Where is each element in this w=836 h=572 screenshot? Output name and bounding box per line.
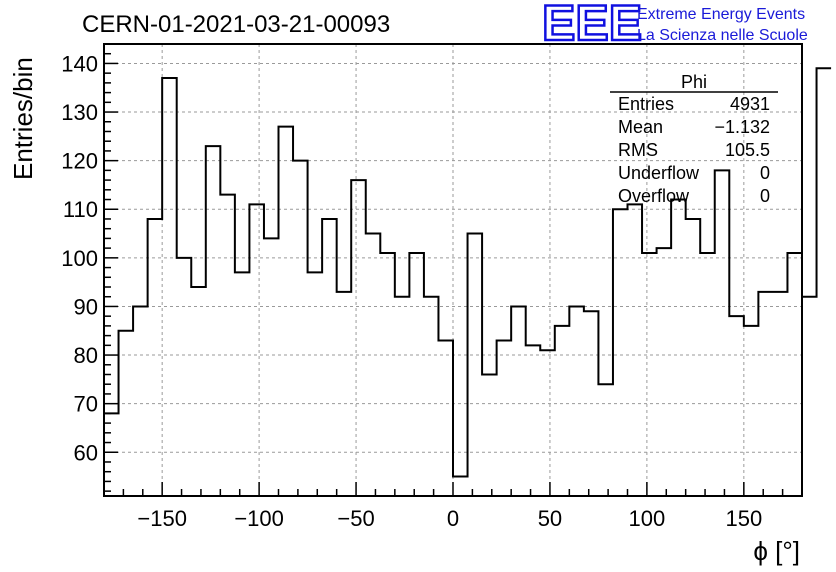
stats-value: 105.5 [725,140,770,160]
y-tick-label: 110 [63,197,98,222]
stats-value: −1.132 [714,117,770,137]
y-tick-label: 130 [61,100,98,125]
x-tick-label: 100 [629,506,666,531]
y-tick-label: 120 [61,149,98,174]
logo-mark: EEE [542,0,642,51]
stats-label: RMS [618,140,658,160]
stats-label: Overflow [618,186,690,206]
x-tick-label: 50 [538,506,562,531]
stats-label: Entries [618,94,674,114]
y-tick-label: 100 [61,246,98,271]
stats-rows: Entries 4931 Mean −1.132 RMS 105.5 Underflow 0 O… [618,94,770,206]
y-tick-label: 80 [74,343,98,368]
logo-line-2: La Scienza nelle Scuole [637,27,808,44]
y-tick-label: 140 [61,51,98,76]
stats-value: 4931 [730,94,770,114]
stats-label: Underflow [618,163,700,183]
logo-line-1: Extreme Energy Events [637,6,805,23]
stats-label: Mean [618,117,663,137]
x-tick-label: −150 [137,506,187,531]
x-axis-ticks: −150 −100 −50 0 50 100 150 [103,482,803,531]
x-tick-label: 150 [725,506,762,531]
stats-box: Phi Entries 4931 Mean −1.132 RMS 105.5 Underfl… [610,72,778,206]
stats-value: 0 [760,186,770,206]
stats-value: 0 [760,163,770,183]
run-title: CERN-01-2021-03-21-00093 [82,11,390,38]
x-tick-label: −100 [234,506,284,531]
y-tick-label: 60 [74,440,98,465]
y-tick-label: 70 [74,392,98,417]
eee-logo: EEE Extreme Energy Events La Scienza nel… [541,0,808,52]
histogram-series-line [103,67,832,496]
x-axis-title: ϕ [°] [753,536,800,566]
y-axis-ticks: 60 70 80 90 100 110 120 130 140 [61,43,118,492]
y-axis-title: Entries/bin [8,57,38,180]
x-tick-label: −50 [337,506,374,531]
y-tick-label: 90 [74,294,98,319]
stats-title: Phi [681,72,707,92]
x-tick-label: 0 [447,506,459,531]
